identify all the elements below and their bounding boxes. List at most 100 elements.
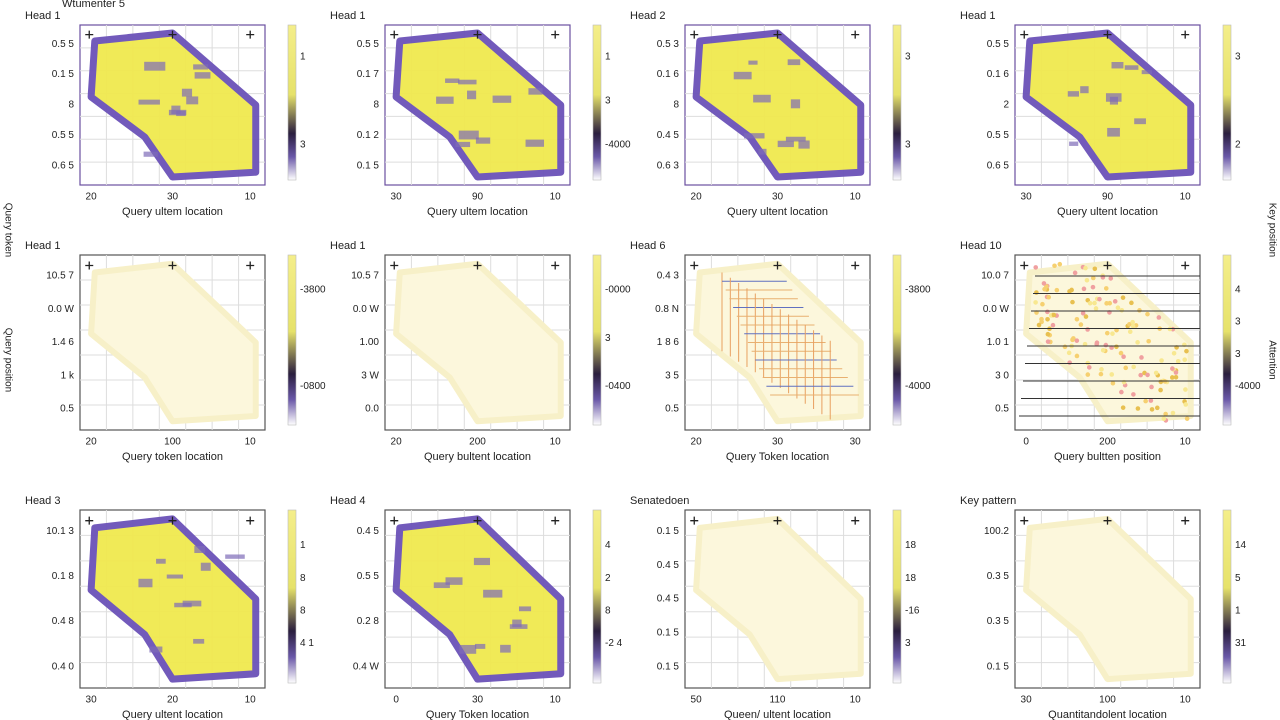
attention-dot [1145,372,1150,378]
corner-marker [851,516,860,525]
x-tick-label: 200 [1099,437,1116,448]
attention-dot [1051,312,1057,318]
panel-title: Head 1 [330,240,365,252]
panel-title: Head 10 [960,240,1002,252]
attention-spot [475,137,491,144]
colorbar-label: -2 4 [605,638,623,649]
y-tick-label: 0.1 5 [357,160,380,171]
x-tick-label: 10 [550,695,562,706]
colorbar-label: -16 [905,606,920,617]
attention-dot [1109,372,1115,377]
attention-spot [194,72,211,79]
corner-marker [773,516,782,525]
attention-dot [1170,410,1176,416]
attention-spot [181,88,193,97]
attention-spot [1080,86,1089,94]
attention-dot [1100,347,1106,353]
x-tick-label: 10 [850,695,862,706]
attention-dot [1135,406,1141,411]
y-tick-label: 0.4 5 [357,526,380,537]
corner-marker [390,30,399,39]
y-tick-label: 0.5 5 [52,130,75,141]
attention-dot [1094,340,1100,346]
attention-spot [433,582,450,589]
y-tick-label: 1.0 1 [987,337,1010,348]
colorbar-label: -4000 [605,140,631,151]
y-tick-label: 0.4 5 [657,560,680,571]
colorbar-label: 3 [300,140,306,151]
y-tick-label: 100.2 [984,526,1009,537]
corner-marker [1020,516,1029,525]
attention-dot [1092,266,1098,272]
attention-dot [1121,354,1126,360]
attention-dot [1153,370,1159,376]
attention-spot [758,148,767,155]
y-tick-label: 0.0 [365,404,379,415]
colorbar-label: 4 1 [300,638,314,649]
attention-dot [1104,301,1109,306]
y-tick-label: 0.5 5 [52,39,75,50]
attention-dot [1067,360,1072,365]
attention-dot [1135,340,1140,345]
attention-dot [1123,365,1129,371]
attention-spot [144,61,166,71]
colorbar-label: 3 [605,333,611,344]
panel-title: Head 3 [25,495,60,507]
attention-dot [1131,392,1136,397]
attention-spot [1069,141,1079,146]
attention-spot [166,574,184,579]
attention-spot [528,88,543,95]
panel-title: Head 6 [630,240,665,252]
colorbar-label: 8 [605,606,611,617]
attention-dot [1159,358,1164,363]
attention-dot [1119,307,1125,313]
attention-dot [1171,350,1177,356]
corner-marker [473,516,482,525]
x-tick-label: 10 [245,437,257,448]
attention-dot [1169,375,1175,380]
y-tick-label: 0.4 5 [657,130,680,141]
corner-marker [168,516,177,525]
colorbar-label: 3 [905,638,911,649]
colorbar [592,254,602,426]
colorbar [892,509,902,684]
colorbar-label: 4 [605,540,611,551]
attention-dot [1036,322,1042,328]
attention-dot [1090,275,1096,281]
x-axis-label: Queen/ ultent location [724,709,831,720]
attention-dot [1112,299,1118,304]
attention-dot [1170,366,1175,371]
attention-dot [1098,371,1104,377]
y-tick-label: 10.1 3 [46,526,74,537]
attention-dot [1103,286,1109,291]
colorbar [1222,509,1232,684]
colorbar-label: 4 [1235,285,1241,296]
x-tick-label: 10 [1180,192,1192,203]
colorbar-label: -4000 [1235,381,1261,392]
colorbar-label: -0000 [605,285,631,296]
attention-spot [1124,65,1139,70]
attention-spot [458,79,477,85]
attention-dot [1045,309,1050,315]
attention-dot [1143,398,1148,404]
attention-spot [753,94,771,103]
attention-dot [1070,299,1075,305]
corner-marker [246,261,255,270]
corner-marker [1103,30,1112,39]
attention-spot [1067,91,1079,97]
colorbar-label: 18 [905,573,917,584]
attention-spot [138,99,160,105]
attention-dot [1119,389,1124,395]
attention-spot [500,644,511,653]
attention-dot [1083,314,1089,319]
attention-dot [1082,341,1088,347]
attention-spot [171,105,181,115]
attention-spot [473,557,490,566]
attention-spot [200,562,211,571]
attention-dot [1138,372,1143,378]
attention-dot [1149,384,1154,390]
x-tick-label: 30 [391,192,403,203]
colorbar-label: 1 [300,540,306,551]
attention-dot [1130,323,1136,329]
y-tick-label: 2 [1003,100,1009,111]
